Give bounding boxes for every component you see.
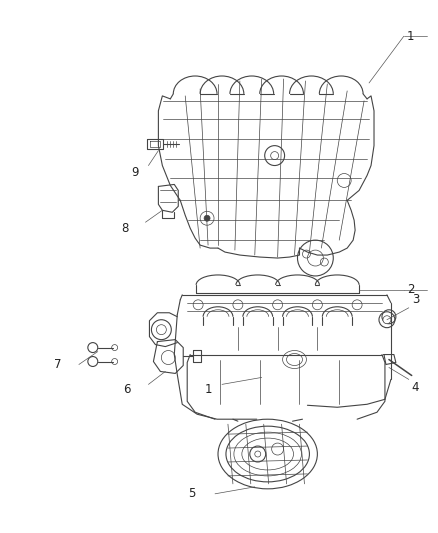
Text: 7: 7 [53,358,61,371]
Text: 2: 2 [407,284,414,296]
Text: 9: 9 [131,166,138,179]
Text: 4: 4 [412,381,419,394]
Circle shape [383,316,391,324]
Text: 1: 1 [407,30,414,43]
Circle shape [204,215,210,221]
Text: 1: 1 [205,383,212,396]
Text: 6: 6 [123,383,131,396]
Text: 5: 5 [188,487,195,500]
Text: 8: 8 [121,222,129,235]
Text: 3: 3 [412,293,419,306]
